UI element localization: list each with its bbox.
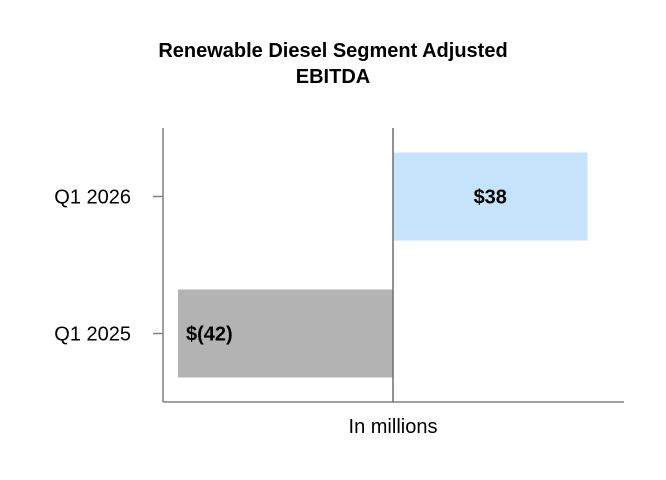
y-tick-label: Q1 2026 [54,187,131,209]
bar-q1-2025 [178,289,393,378]
chart-title: Renewable Diesel Segment Adjusted EBITDA [0,38,666,90]
chart-title-line-2: EBITDA [295,66,371,88]
x-axis-title: In millions [349,416,438,438]
y-tick-label: Q1 2025 [54,324,131,346]
chart-title-line-1: Renewable Diesel Segment Adjusted [158,40,508,62]
bar-q1-2026 [393,152,588,241]
data-label: $38 [474,187,507,209]
data-label: $(42) [186,324,233,346]
